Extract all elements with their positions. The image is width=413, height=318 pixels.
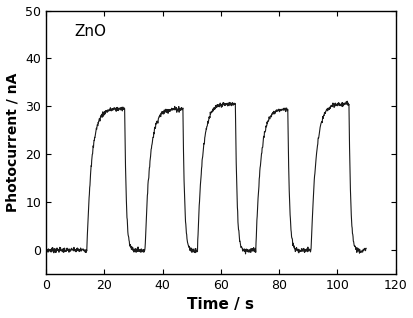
- X-axis label: Time / s: Time / s: [187, 297, 254, 313]
- Text: ZnO: ZnO: [74, 24, 106, 39]
- Y-axis label: Photocurrent / nA: Photocurrent / nA: [5, 73, 19, 212]
